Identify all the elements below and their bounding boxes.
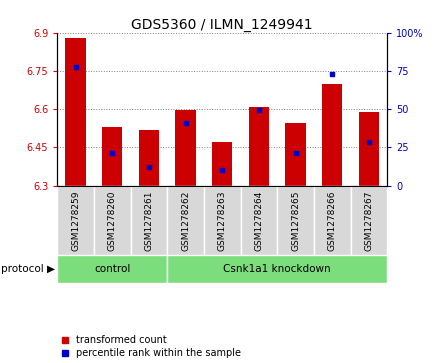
Bar — [139, 130, 159, 186]
Bar — [57, 186, 94, 255]
Bar — [314, 186, 351, 255]
Text: GSM1278266: GSM1278266 — [328, 190, 337, 251]
Point — [72, 64, 79, 70]
Text: GSM1278259: GSM1278259 — [71, 190, 80, 251]
Text: GSM1278265: GSM1278265 — [291, 190, 300, 251]
Point — [145, 164, 152, 170]
Bar — [286, 123, 306, 186]
Text: protocol ▶: protocol ▶ — [1, 264, 55, 274]
Text: GSM1278263: GSM1278263 — [218, 190, 227, 251]
Point — [255, 107, 262, 113]
Text: GSM1278267: GSM1278267 — [364, 190, 374, 251]
Bar — [249, 107, 269, 186]
Point — [365, 139, 372, 145]
Bar — [351, 186, 387, 255]
Bar — [176, 110, 196, 186]
Bar — [167, 255, 387, 283]
Title: GDS5360 / ILMN_1249941: GDS5360 / ILMN_1249941 — [132, 18, 313, 32]
Bar — [131, 186, 167, 255]
Text: GSM1278264: GSM1278264 — [254, 190, 264, 251]
Bar — [359, 112, 379, 186]
Point — [329, 71, 336, 77]
Bar — [66, 38, 86, 186]
Bar — [102, 127, 122, 186]
Point — [109, 150, 116, 156]
Text: GSM1278262: GSM1278262 — [181, 190, 190, 251]
Bar — [241, 186, 277, 255]
Text: GSM1278261: GSM1278261 — [144, 190, 154, 251]
Bar — [204, 186, 241, 255]
Text: control: control — [94, 264, 130, 274]
Legend: transformed count, percentile rank within the sample: transformed count, percentile rank withi… — [62, 335, 241, 358]
Point — [292, 150, 299, 155]
Point — [182, 120, 189, 126]
Bar — [212, 142, 232, 186]
Bar — [322, 84, 342, 186]
Bar — [167, 186, 204, 255]
Bar — [277, 186, 314, 255]
Bar — [57, 255, 167, 283]
Bar — [94, 186, 131, 255]
Point — [219, 167, 226, 172]
Text: GSM1278260: GSM1278260 — [108, 190, 117, 251]
Text: Csnk1a1 knockdown: Csnk1a1 knockdown — [224, 264, 331, 274]
